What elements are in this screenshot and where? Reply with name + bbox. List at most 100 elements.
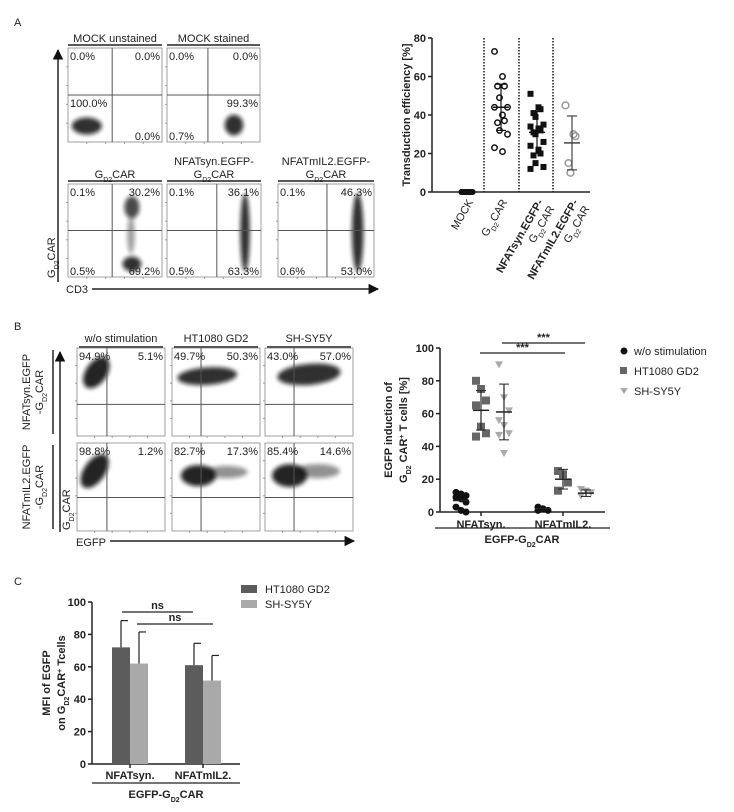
bar — [112, 647, 130, 764]
quadrant-ur-percent: 5.1% — [138, 351, 163, 363]
data-point — [494, 82, 501, 90]
plot-frame — [264, 442, 354, 532]
y-axis-title-line: GD2 CAR+ T cells [%] — [398, 377, 413, 483]
x-tick-label: NFATmIL2. — [175, 770, 232, 782]
quadrant-ul-percent: 49.7% — [174, 351, 205, 363]
row-label: NFATsyn.EGFP -GD2CAR — [21, 354, 49, 430]
x-tick-label: NFATsyn. — [105, 770, 154, 782]
y-axis-label: GD2CAR — [61, 489, 76, 530]
data-point — [544, 506, 552, 514]
x-axis-label: CD3 — [66, 284, 88, 296]
plot-title-part: CAR — [211, 169, 234, 181]
y-axis-title-line-part: CAR — [398, 439, 410, 466]
flow-plot: 43.0% 57.0% — [263, 347, 354, 438]
cell-population — [295, 464, 340, 479]
data-point — [501, 117, 508, 125]
plot-title-part: MOCK stained — [178, 33, 250, 45]
significance-label: *** — [516, 342, 530, 354]
flow-panel-b: w/o stimulation HT1080 GD2 SH-SY5Y 94.9% 5.1… — [21, 333, 356, 549]
quadrant-ul-percent: 82.7% — [174, 446, 205, 458]
column-title: SH-SY5Y — [285, 333, 333, 345]
data-point — [462, 492, 470, 500]
plot-title: NFATmIL2.EGFP- — [282, 156, 371, 168]
y-axis-title-line-part: D2 — [406, 465, 413, 474]
panel-label: B — [14, 321, 21, 333]
quadrant-ll-percent: 0.7% — [169, 131, 194, 143]
category-label-line-part: MOCK — [449, 197, 476, 232]
y-axis-title-line-part: on G — [56, 706, 68, 731]
y-axis-title-line-part: Tcells — [56, 635, 68, 668]
data-point — [472, 376, 480, 385]
data-point — [532, 160, 539, 167]
y-tick-label: 60 — [422, 409, 434, 421]
plot-title-part: CAR — [112, 169, 135, 181]
data-point — [495, 431, 503, 439]
data-point — [496, 94, 503, 102]
quadrant-ul-percent: 85.4% — [267, 446, 298, 458]
row-label-line: NFATsyn.EGFP — [21, 354, 33, 430]
x-category-label: MOCK — [449, 197, 476, 232]
y-tick-label: 20 — [74, 727, 86, 739]
y-tick-label: 40 — [414, 110, 426, 122]
column-title: HT1080 GD2 — [184, 333, 249, 345]
plot-title-part: NFATmIL2.EGFP- — [282, 156, 371, 168]
y-axis-title-line-part: MFI of EGFP — [41, 650, 53, 715]
plot-title-part: G — [306, 169, 315, 181]
x-axis-label: EGFP — [76, 537, 106, 549]
quadrant-ul-percent: 94.9% — [79, 351, 110, 363]
y-axis-label-part: D2 — [69, 512, 76, 521]
y-axis-title-line-part: CAR — [56, 673, 68, 697]
legend-label: SH-SY5Y — [265, 599, 313, 611]
column-title: w/o stimulation — [84, 333, 158, 345]
data-point — [535, 146, 542, 153]
quadrant-ul-percent: 0.0% — [169, 51, 194, 63]
category-label-line: MOCK — [449, 197, 476, 232]
plot-title-part: G — [194, 169, 203, 181]
flow-plot: 94.9% 5.1% — [75, 347, 166, 438]
data-point — [532, 113, 539, 120]
y-axis-title-line: EGFP induction of — [383, 382, 395, 478]
legend-label: SH-SY5Y — [634, 386, 682, 398]
row-label-line: -GD2CAR — [34, 465, 49, 509]
quadrant-ur-percent: 50.3% — [227, 351, 258, 363]
data-point — [499, 148, 506, 156]
y-tick-label: 80 — [74, 629, 86, 641]
legend: w/o stimulation HT1080 GD2 SH-SY5Y — [620, 346, 707, 398]
data-point — [491, 144, 498, 152]
data-point — [527, 142, 534, 149]
y-axis-label-part: G — [61, 521, 73, 530]
data-point — [564, 158, 573, 168]
legend-marker — [620, 388, 628, 394]
panel-label: A — [14, 17, 22, 29]
data-point — [469, 189, 476, 195]
y-tick-label: 0 — [420, 187, 426, 199]
quadrant-ur-percent: 36.1% — [228, 187, 259, 199]
quadrant-lr-percent: 99.3% — [227, 98, 258, 110]
quadrant-ur-percent: 1.2% — [138, 446, 163, 458]
row-label-line-part: D2 — [42, 488, 49, 497]
quadrant-ur-percent: 0.0% — [135, 51, 160, 63]
data-point — [495, 361, 503, 369]
row-label-line-part: CAR — [34, 465, 46, 488]
y-axis-label: GD2CAR — [46, 237, 61, 278]
row-label-line: -GD2CAR — [34, 370, 49, 414]
y-tick-label: 40 — [74, 694, 86, 706]
y-axis-title-line-part: EGFP induction of — [383, 382, 395, 478]
category-label-line-part: D2 — [537, 228, 548, 239]
plot-title: GD2CAR — [306, 169, 347, 184]
flow-plot: 82.7% 17.3% — [170, 442, 261, 533]
cell-population — [177, 367, 238, 386]
y-axis-title-line-part: T cells [%] — [398, 377, 410, 435]
plot-frame — [171, 347, 261, 437]
y-axis-title-line: MFI of EGFP — [41, 650, 53, 715]
row-label-line-part: NFATsyn.EGFP — [21, 354, 33, 430]
row-label: NFATmIL2.EGFP -GD2CAR — [21, 445, 49, 530]
x-tick-label: NFATsyn. — [456, 519, 505, 531]
panel-label: C — [14, 576, 22, 588]
quadrant-ul-percent: 0.0% — [70, 51, 95, 63]
plot-frame — [264, 347, 354, 437]
y-tick-label: 40 — [422, 441, 434, 453]
data-point — [482, 396, 490, 405]
